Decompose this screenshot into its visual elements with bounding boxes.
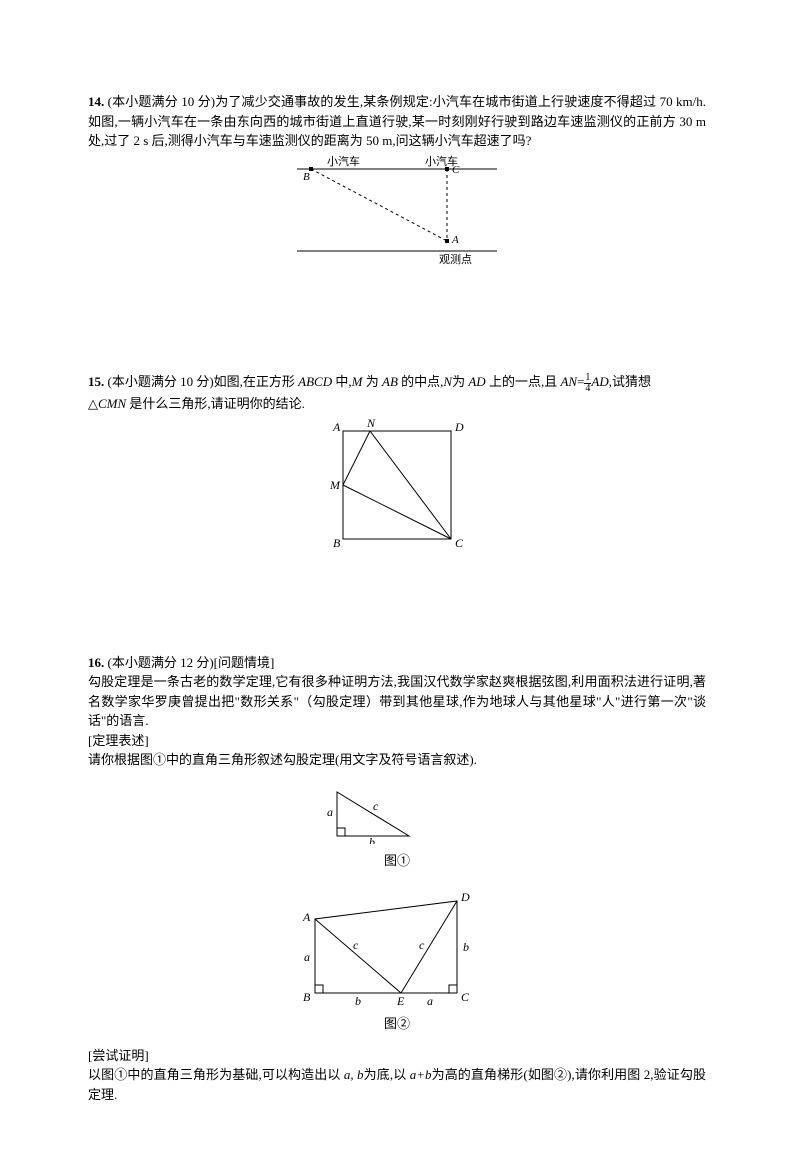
label-B: B [333,536,341,550]
trapezoid-diagram: A B E C D a b a b c c [297,883,497,1007]
problem-15-text: 15. (本小题满分 10 分)如图,在正方形 ABCD 中,M 为 AB 的中… [88,372,706,413]
problem-14-text: 14. (本小题满分 10 分)为了减少交通事故的发生,某条例规定:小汽车在城市… [88,92,706,151]
label-car-left: 小汽车 [327,155,360,168]
problem-16-text3: 请你根据图①中的直角三角形叙述勾股定理(用文字及符号语言叙述). [88,750,706,770]
label-B: B [303,171,310,183]
label-c: c [373,799,379,813]
page-content: 14. (本小题满分 10 分)为了减少交通事故的发生,某条例规定:小汽车在城市… [0,0,794,1172]
problem-16-figure1: a b c 图① [88,774,706,871]
problem-14-figure: 小汽车 小汽车 B C A 观测点 [88,155,706,273]
label-b: b [369,835,375,844]
problem-15-figure: A D B C N M [88,417,706,563]
problem-16-heading2: [尝试证明] [88,1046,706,1066]
problem-16-line1: 16. (本小题满分 12 分)[问题情境] [88,653,706,673]
problem-14: 14. (本小题满分 10 分)为了减少交通事故的发生,某条例规定:小汽车在城市… [88,92,706,272]
problem-16-figure2: A B E C D a b a b c c 图② [88,883,706,1034]
problem-16-text4: 以图①中的直角三角形为基础,可以构造出以 a, b为底,以 a+b为高的直角梯形… [88,1065,706,1104]
label-C: C [452,164,460,176]
square-diagram: A D B C N M [327,417,467,557]
label-A: A [451,234,459,246]
spacer-1 [88,284,706,372]
lbl-a1: a [304,950,310,964]
label-obs: 观测点 [439,253,472,266]
right-triangle-diagram: a b c [317,774,477,844]
label-D: D [454,420,464,434]
figure2-caption: 图② [88,1014,706,1034]
label-N: N [366,417,376,430]
lbl-D: D [460,890,470,904]
lbl-E: E [396,994,405,1007]
label-A: A [332,420,341,434]
problem-16-heading1: [定理表述] [88,731,706,751]
label-C: C [455,536,464,550]
problem-15: 15. (本小题满分 10 分)如图,在正方形 ABCD 中,M 为 AB 的中… [88,372,706,563]
problem-16: 16. (本小题满分 12 分)[问题情境] 勾股定理是一条古老的数学定理,它有… [88,653,706,1105]
lbl-b2: b [463,940,469,954]
lbl-c2: c [419,938,425,952]
lbl-C: C [461,990,470,1004]
lbl-b1: b [355,994,361,1007]
lbl-B: B [303,990,311,1004]
spacer-2 [88,575,706,653]
lbl-a2: a [427,994,433,1007]
problem-14-number: 14. [88,94,104,109]
lbl-A: A [302,910,311,924]
problem-15-number: 15. [88,374,104,389]
label-a: a [327,805,333,819]
car-diagram: 小汽车 小汽车 B C A 观测点 [297,155,497,267]
figure1-caption: 图① [88,851,706,871]
lbl-c1: c [353,938,359,952]
problem-16-number: 16. [88,655,104,670]
problem-16-desc: 勾股定理是一条古老的数学定理,它有很多种证明方法,我国汉代数学家赵爽根据弦图,利… [88,672,706,731]
problem-14-body: (本小题满分 10 分)为了减少交通事故的发生,某条例规定:小汽车在城市街道上行… [88,94,706,148]
label-M: M [329,478,341,492]
